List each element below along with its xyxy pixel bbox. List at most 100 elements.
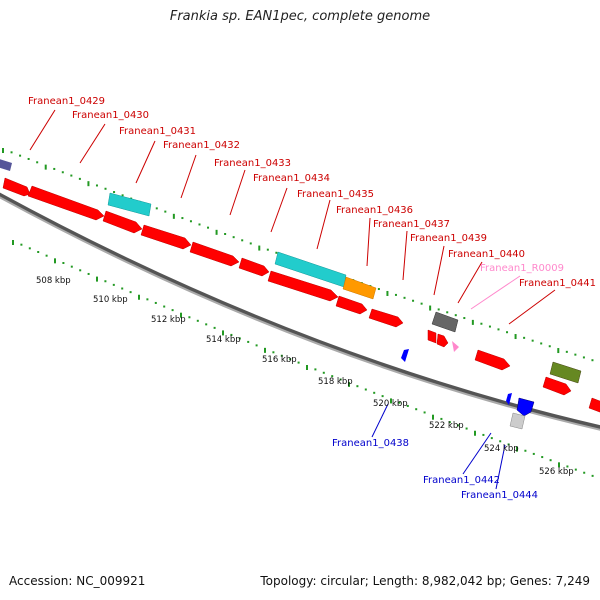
gene-feature-0429 (0, 159, 12, 171)
tick-dot (138, 294, 140, 300)
gene-label-0437: Franean1_0437 (373, 219, 450, 230)
tick-dot (377, 288, 380, 291)
tick-dot (386, 290, 389, 296)
tick-dot (163, 305, 166, 308)
tick-dot (356, 385, 359, 388)
tick-dot (457, 424, 460, 427)
tick-dot (2, 148, 4, 153)
tick-dot (523, 336, 526, 339)
gene-feature-0441 (474, 349, 511, 371)
gene-label-0432: Franean1_0432 (163, 140, 240, 151)
tick-dot (272, 351, 275, 354)
gene-label-R0009: Franean1_R0009 (480, 263, 564, 274)
tick-dot (540, 342, 543, 345)
tick-dot (516, 446, 518, 452)
tick-dot (566, 465, 569, 468)
tick-dot (339, 378, 342, 381)
tick-dot (574, 353, 577, 356)
tick-dot (488, 325, 491, 328)
tick-dot (506, 331, 509, 334)
tick-dot (583, 471, 586, 474)
tick-dot (224, 233, 227, 236)
forward-gene-labels: Franean1_0429 Franean1_0430 Franean1_043… (28, 96, 596, 289)
tick-dot (390, 398, 392, 404)
gene-feature-0432 (140, 224, 192, 250)
tick-dot (264, 347, 266, 353)
gene-feature-olive (549, 361, 582, 384)
tick-dot (238, 337, 241, 340)
tick-dot (70, 174, 73, 177)
tick-dot (548, 345, 551, 348)
tick-dot (574, 468, 577, 471)
tick-dot (171, 309, 174, 312)
tick-dot (87, 181, 90, 187)
gene-label-0433: Franean1_0433 (214, 158, 291, 169)
tick-dot (507, 443, 510, 446)
gene-feature-0439 (427, 329, 437, 344)
scale-label: 524 kbp (484, 444, 519, 454)
map-title: Frankia sp. EAN1pec, complete genome (169, 9, 431, 24)
tick-dot (373, 391, 376, 394)
tick-dot (557, 348, 560, 354)
tick-dot (454, 314, 457, 317)
gene-feature-0437 (368, 308, 404, 328)
tick-dot (297, 361, 300, 364)
tick-dot (129, 291, 132, 294)
tick-dot (471, 319, 474, 325)
gene-label-0444: Franean1_0444 (461, 490, 538, 501)
tick-dot (582, 356, 585, 359)
gene-label-0435: Franean1_0435 (297, 189, 374, 200)
tick-dot (565, 350, 568, 353)
tick-dot (381, 395, 384, 398)
genome-stats-text: Topology: circular; Length: 8,982,042 bp… (260, 574, 590, 588)
tick-dot (37, 251, 40, 254)
tick-dot (232, 236, 235, 239)
gene-feature-0444 (516, 397, 535, 417)
tick-dot (415, 408, 418, 411)
tick-dot (19, 154, 22, 157)
tick-dot (112, 283, 115, 286)
gene-label-0440: Franean1_0440 (448, 249, 525, 260)
scale-label: 516 kbp (262, 355, 297, 365)
scale-label: 512 kbp (151, 315, 186, 325)
gene-label-0436: Franean1_0436 (336, 205, 413, 216)
tick-dot (104, 280, 107, 283)
tick-dot (241, 239, 244, 242)
tick-dot (207, 226, 210, 229)
tick-dot (497, 328, 500, 331)
tick-dot (440, 417, 443, 420)
tick-dot (121, 287, 124, 290)
tick-dot (188, 316, 191, 319)
tick-dot (20, 243, 23, 246)
tick-dot (44, 164, 47, 170)
gene-feature-0440 (436, 333, 449, 348)
tick-dot (154, 301, 157, 304)
tick-dot (53, 167, 56, 170)
tick-dot (258, 245, 261, 251)
tick-dot (45, 254, 48, 257)
reverse-gene-labels: Franean1_0438 Franean1_0442 Franean1_044… (332, 438, 538, 501)
tick-dot (104, 187, 107, 190)
tick-dot (27, 157, 30, 160)
tick-dot (364, 388, 367, 391)
tick-dot (406, 404, 409, 407)
tick-dot (490, 437, 493, 440)
tick-dot (230, 333, 233, 336)
tick-dot (394, 293, 397, 296)
tick-dot (403, 296, 406, 299)
tick-dot (558, 462, 560, 468)
tick-dot (448, 421, 451, 424)
tick-dot (348, 381, 350, 387)
tick-dot (524, 449, 527, 452)
gene-label-0439: Franean1_0439 (410, 233, 487, 244)
gene-label-0442: Franean1_0442 (423, 475, 500, 486)
tick-dot (474, 430, 476, 436)
tick-dot (423, 411, 426, 414)
tick-dot (28, 247, 31, 250)
tick-dot (198, 223, 201, 226)
tick-dot (70, 265, 73, 268)
gene-feature-0434 (238, 257, 270, 277)
tick-dot (36, 161, 39, 164)
tick-dot (549, 459, 552, 462)
